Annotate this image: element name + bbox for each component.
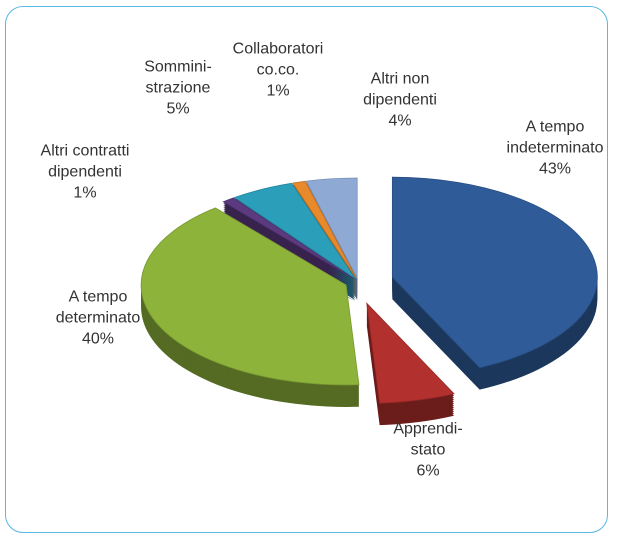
slice xyxy=(140,207,360,386)
category-label: A tempo indeterminato xyxy=(506,118,604,157)
slice-label: Apprendi- stato 6% xyxy=(393,419,462,482)
value-label: 1% xyxy=(73,184,97,202)
category-label: Altri non dipendenti xyxy=(363,70,437,109)
category-label: Sommini- strazione xyxy=(144,58,212,97)
value-label: 43% xyxy=(538,160,572,178)
category-label: Apprendi- stato xyxy=(393,420,463,459)
slice xyxy=(305,177,358,279)
slice-label: Sommini- strazione 5% xyxy=(144,57,212,120)
slice-label: Collaboratori co.co. 1% xyxy=(233,39,324,102)
category-label: Altri contratti dipendenti xyxy=(40,142,130,181)
slice xyxy=(391,176,598,369)
slice-label: Altri non dipendenti 4% xyxy=(363,69,437,132)
value-label: 5% xyxy=(166,100,190,118)
slice-label: A tempo determinato 40% xyxy=(56,287,141,350)
slice xyxy=(222,197,355,280)
slice-label: A tempo indeterminato 43% xyxy=(507,117,604,180)
value-label: 1% xyxy=(266,82,290,100)
slice xyxy=(292,180,357,279)
category-label: Collaboratori co.co. xyxy=(232,40,324,79)
slice-label: Altri contratti dipendenti 1% xyxy=(41,141,130,204)
value-label: 6% xyxy=(416,462,440,480)
slice xyxy=(233,182,356,279)
category-label: A tempo determinato xyxy=(55,288,141,327)
value-label: 4% xyxy=(388,112,412,130)
chart-frame xyxy=(5,6,608,533)
value-label: 40% xyxy=(81,330,115,348)
slice xyxy=(366,302,455,404)
